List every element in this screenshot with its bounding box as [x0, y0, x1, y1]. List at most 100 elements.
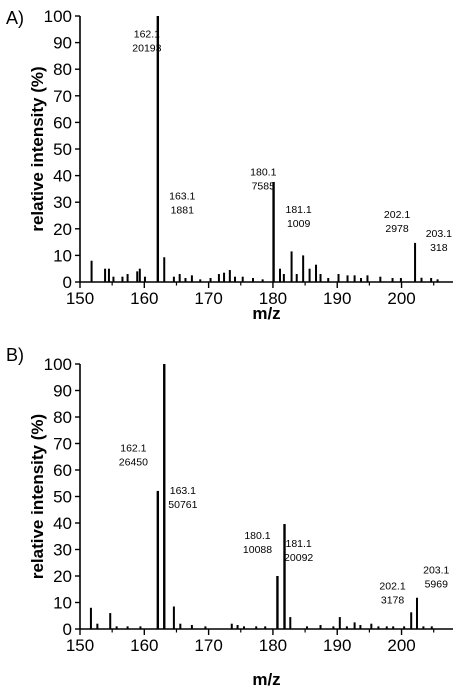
- spectrum-peak: [261, 279, 264, 282]
- y-tick-label: 80: [53, 60, 72, 79]
- y-tick-label: 20: [53, 567, 72, 586]
- y-axis-title: relative intensity (%): [28, 414, 47, 579]
- x-axis-title: m/z: [252, 304, 280, 323]
- x-axis-title: m/z: [252, 670, 280, 689]
- y-axis-title: relative intensity (%): [28, 66, 47, 231]
- spectrum-peak: [264, 626, 267, 629]
- spectrum-peak: [121, 276, 124, 282]
- y-tick-label: 60: [53, 461, 72, 480]
- spectrum-peak: [308, 268, 311, 282]
- spectrum-peak: [190, 275, 193, 282]
- peak-mz-label: 180.1: [244, 530, 270, 542]
- x-tick-label: 150: [66, 636, 94, 655]
- spectrum-peak: [126, 274, 129, 282]
- x-tick-label: 180: [259, 636, 287, 655]
- spectrum-peak: [399, 278, 402, 282]
- spectrum-peak: [172, 276, 175, 282]
- y-tick-label: 70: [53, 435, 72, 454]
- spectrum-peak: [338, 617, 341, 629]
- peak-mz-label: 163.1: [169, 191, 195, 203]
- spectrum-panel-b: B) 0 10 20 30 40 50 60 70 80 90 100 150 160 170 180 190 2…: [6, 345, 453, 689]
- spectrum-peak: [126, 626, 129, 629]
- spectrum-peak: [251, 278, 254, 282]
- spectrum-peak: [109, 613, 112, 629]
- spectrum-peak: [430, 278, 433, 282]
- spectrum-peak: [282, 274, 285, 282]
- spectrum-peak: [104, 268, 107, 282]
- spectrum-peak: [156, 16, 160, 282]
- peak-count-label: 26450: [119, 456, 148, 468]
- spectrum-peak: [283, 524, 286, 629]
- spectrum-peak: [353, 622, 356, 629]
- spectrum-peak: [199, 279, 202, 282]
- peak-count-label: 318: [430, 242, 448, 254]
- spectrum-peak: [279, 268, 282, 282]
- y-tick-label: 30: [53, 541, 72, 560]
- peak-mz-label: 180.1: [250, 167, 276, 179]
- spectrum-peak: [156, 490, 160, 629]
- spectrum-peak: [112, 276, 115, 282]
- y-tick-label: 10: [53, 246, 72, 265]
- spectrum-peak: [366, 275, 369, 282]
- spectrum-peak: [420, 277, 423, 282]
- spectrum-peak: [163, 364, 166, 629]
- peak-count-label: 10088: [243, 544, 272, 556]
- peak-mz-label: 202.1: [379, 580, 405, 592]
- spectrum-peak: [436, 279, 439, 282]
- x-tick-label: 190: [323, 636, 351, 655]
- spectrum-peak: [143, 276, 146, 282]
- spectrum-peak: [236, 625, 239, 629]
- spectrum-peak: [370, 623, 373, 629]
- y-tick-label: 100: [44, 7, 72, 26]
- spectrum-peak: [276, 576, 279, 629]
- spectrum-peak: [172, 606, 175, 629]
- y-tick-label: 60: [53, 113, 72, 132]
- y-tick-label: 90: [53, 34, 72, 53]
- spectrum-peak: [289, 617, 292, 629]
- spectrum-peak: [337, 274, 340, 282]
- x-tick-label: 170: [194, 636, 222, 655]
- peak-mz-label: 181.1: [286, 538, 312, 550]
- peak-mz-label: 162.1: [134, 28, 160, 40]
- peak-mz-label: 181.1: [286, 204, 312, 216]
- spectrum-peak: [379, 276, 382, 282]
- peak-count-label: 1881: [171, 205, 195, 217]
- peak-mz-label: 203.1: [423, 564, 449, 576]
- y-tick-label: 100: [44, 355, 72, 374]
- spectrum-peak: [184, 278, 187, 282]
- peak-count-label: 2978: [385, 223, 409, 235]
- y-tick-label: 40: [53, 167, 72, 186]
- spectrum-peak: [90, 260, 93, 282]
- peak-count-label: 3178: [381, 594, 405, 606]
- spectrum-peak: [319, 274, 322, 282]
- x-tick-label: 180: [259, 289, 287, 308]
- y-tick-label: 0: [63, 620, 72, 639]
- x-tick-label: 170: [194, 289, 222, 308]
- peak-count-label: 1009: [287, 218, 311, 230]
- spectrum-peak: [230, 623, 233, 629]
- spectrum-peak: [233, 276, 236, 282]
- y-tick-label: 80: [53, 408, 72, 427]
- y-tick-label: 50: [53, 488, 72, 507]
- spectrum-peak: [89, 607, 92, 629]
- y-tick-label: 30: [53, 193, 72, 212]
- spectrum-peak: [359, 625, 362, 629]
- peak-mz-label: 202.1: [384, 209, 410, 221]
- spectrum-peak: [392, 626, 395, 629]
- y-tick-label: 90: [53, 382, 72, 401]
- spectrum-peak: [302, 255, 305, 282]
- spectrum-peak: [385, 626, 388, 629]
- spectrum-peak: [422, 626, 425, 629]
- spectrum-peak: [136, 271, 139, 282]
- spectrum-peak: [163, 257, 166, 282]
- y-tick-label: 10: [53, 594, 72, 613]
- spectrum-peak: [96, 623, 99, 629]
- peak-count-label: 5969: [425, 578, 449, 590]
- spectrum-peak: [430, 626, 433, 629]
- x-tick-label: 160: [130, 289, 158, 308]
- spectrum-peak: [272, 181, 275, 282]
- spectrum-peak: [178, 274, 181, 282]
- spectrum-peak: [217, 274, 220, 282]
- y-tick-label: 70: [53, 87, 72, 106]
